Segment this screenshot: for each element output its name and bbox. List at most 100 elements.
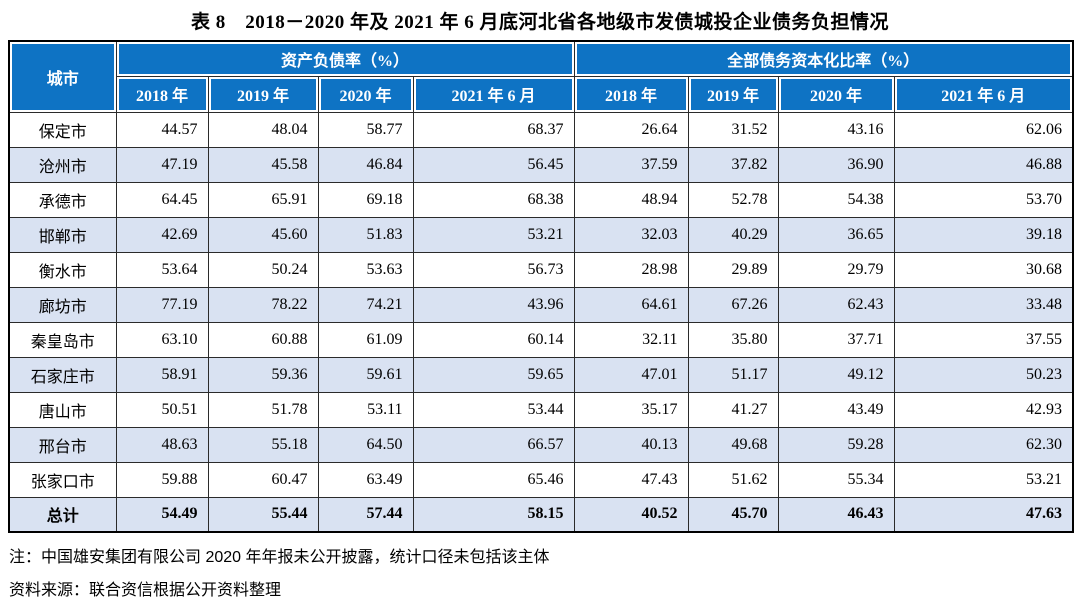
year-header-cell: 2021 年 6 月 <box>412 75 575 113</box>
city-cell: 总计 <box>8 496 117 533</box>
year-header-row: 2018 年 2019 年 2020 年 2021 年 6 月 2018 年 2… <box>9 75 1074 113</box>
year-label: 2020 年 <box>320 78 411 110</box>
city-header-label: 城市 <box>12 44 114 110</box>
value-cell: 51.83 <box>317 216 414 253</box>
value-cell: 53.44 <box>412 391 575 428</box>
group-header-debt-capitalization-ratio: 全部债务资本化比率（%） <box>573 40 1074 77</box>
debt-table: 城市 资产负债率（%） 全部债务资本化比率（%） 2018 年 2019 年 2… <box>8 40 1074 533</box>
city-cell: 邢台市 <box>8 426 117 463</box>
value-cell: 32.11 <box>573 321 689 358</box>
value-cell: 53.11 <box>317 391 414 428</box>
year-label: 2018 年 <box>576 78 686 110</box>
year-label: 2020 年 <box>780 78 892 110</box>
page-title: 表 8 2018－2020 年及 2021 年 6 月底河北省各地级市发债城投企… <box>190 12 889 33</box>
table-row: 邯郸市 42.69 45.60 51.83 53.21 32.03 40.29 36.65 39… <box>8 216 1074 253</box>
year-label: 2021 年 6 月 <box>896 78 1070 110</box>
value-cell: 41.27 <box>687 391 779 428</box>
value-cell: 64.45 <box>115 181 209 218</box>
table-head: 城市 资产负债率（%） 全部债务资本化比率（%） 2018 年 2019 年 2… <box>8 40 1074 113</box>
value-cell: 37.59 <box>573 146 689 183</box>
value-cell: 74.21 <box>317 286 414 323</box>
value-cell: 59.28 <box>777 426 895 463</box>
value-cell: 50.51 <box>115 391 209 428</box>
value-cell: 47.43 <box>573 461 689 498</box>
value-cell: 46.88 <box>893 146 1074 183</box>
value-cell: 46.43 <box>777 496 895 533</box>
value-cell: 36.65 <box>777 216 895 253</box>
value-cell: 60.47 <box>207 461 319 498</box>
city-cell: 廊坊市 <box>8 286 117 323</box>
value-cell: 65.91 <box>207 181 319 218</box>
value-cell: 55.34 <box>777 461 895 498</box>
value-cell: 35.80 <box>687 321 779 358</box>
value-cell: 53.63 <box>317 251 414 288</box>
group-label-asset-liability: 资产负债率（%） <box>118 44 572 74</box>
value-cell: 45.70 <box>687 496 779 533</box>
year-header-cell: 2018 年 <box>573 75 689 113</box>
value-cell: 60.88 <box>207 321 319 358</box>
value-cell: 54.49 <box>115 496 209 533</box>
value-cell: 40.29 <box>687 216 779 253</box>
value-cell: 53.21 <box>893 461 1074 498</box>
value-cell: 43.49 <box>777 391 895 428</box>
value-cell: 31.52 <box>687 111 779 148</box>
value-cell: 40.52 <box>573 496 689 533</box>
city-cell: 承德市 <box>8 181 117 218</box>
year-header-cell: 2020 年 <box>317 75 414 113</box>
value-cell: 42.93 <box>893 391 1074 428</box>
year-header-cell: 2021 年 6 月 <box>893 75 1074 113</box>
value-cell: 62.06 <box>893 111 1074 148</box>
table-row: 石家庄市 58.91 59.36 59.61 59.65 47.01 51.17 49.12 5… <box>8 356 1074 393</box>
value-cell: 50.24 <box>207 251 319 288</box>
value-cell: 35.17 <box>573 391 689 428</box>
value-cell: 51.17 <box>687 356 779 393</box>
year-label: 2021 年 6 月 <box>415 78 572 110</box>
table-row: 廊坊市 77.19 78.22 74.21 43.96 64.61 67.26 62.43 33… <box>8 286 1074 323</box>
table-row: 保定市 44.57 48.04 58.77 68.37 26.64 31.52 43.16 62… <box>8 111 1074 148</box>
year-header-cell: 2020 年 <box>777 75 895 113</box>
value-cell: 51.78 <box>207 391 319 428</box>
value-cell: 36.90 <box>777 146 895 183</box>
value-cell: 47.63 <box>893 496 1074 533</box>
value-cell: 37.82 <box>687 146 779 183</box>
table-row: 总计 54.49 55.44 57.44 58.15 40.52 45.70 46.43 47.… <box>8 496 1074 533</box>
value-cell: 26.64 <box>573 111 689 148</box>
value-cell: 55.18 <box>207 426 319 463</box>
value-cell: 29.79 <box>777 251 895 288</box>
value-cell: 56.45 <box>412 146 575 183</box>
city-cell: 邯郸市 <box>8 216 117 253</box>
value-cell: 42.69 <box>115 216 209 253</box>
value-cell: 45.58 <box>207 146 319 183</box>
value-cell: 51.62 <box>687 461 779 498</box>
value-cell: 30.68 <box>893 251 1074 288</box>
value-cell: 48.63 <box>115 426 209 463</box>
value-cell: 37.71 <box>777 321 895 358</box>
value-cell: 53.64 <box>115 251 209 288</box>
group-label-debt-capitalization: 全部债务资本化比率（%） <box>576 44 1070 74</box>
table-body: 保定市 44.57 48.04 58.77 68.37 26.64 31.52 43.16 62… <box>8 111 1074 533</box>
value-cell: 29.89 <box>687 251 779 288</box>
value-cell: 69.18 <box>317 181 414 218</box>
value-cell: 60.14 <box>412 321 575 358</box>
city-cell: 唐山市 <box>8 391 117 428</box>
value-cell: 53.21 <box>412 216 575 253</box>
value-cell: 53.70 <box>893 181 1074 218</box>
city-cell: 衡水市 <box>8 251 117 288</box>
value-cell: 64.61 <box>573 286 689 323</box>
value-cell: 43.16 <box>777 111 895 148</box>
table-row: 承德市 64.45 65.91 69.18 68.38 48.94 52.78 54.38 53… <box>8 181 1074 218</box>
city-cell: 秦皇岛市 <box>8 321 117 358</box>
value-cell: 78.22 <box>207 286 319 323</box>
city-header-cell: 城市 <box>8 40 117 113</box>
value-cell: 65.46 <box>412 461 575 498</box>
value-cell: 49.12 <box>777 356 895 393</box>
table-row: 衡水市 53.64 50.24 53.63 56.73 28.98 29.89 29.79 30… <box>8 251 1074 288</box>
value-cell: 48.04 <box>207 111 319 148</box>
value-cell: 52.78 <box>687 181 779 218</box>
city-cell: 张家口市 <box>8 461 117 498</box>
value-cell: 39.18 <box>893 216 1074 253</box>
value-cell: 33.48 <box>893 286 1074 323</box>
value-cell: 58.77 <box>317 111 414 148</box>
city-cell: 保定市 <box>8 111 117 148</box>
